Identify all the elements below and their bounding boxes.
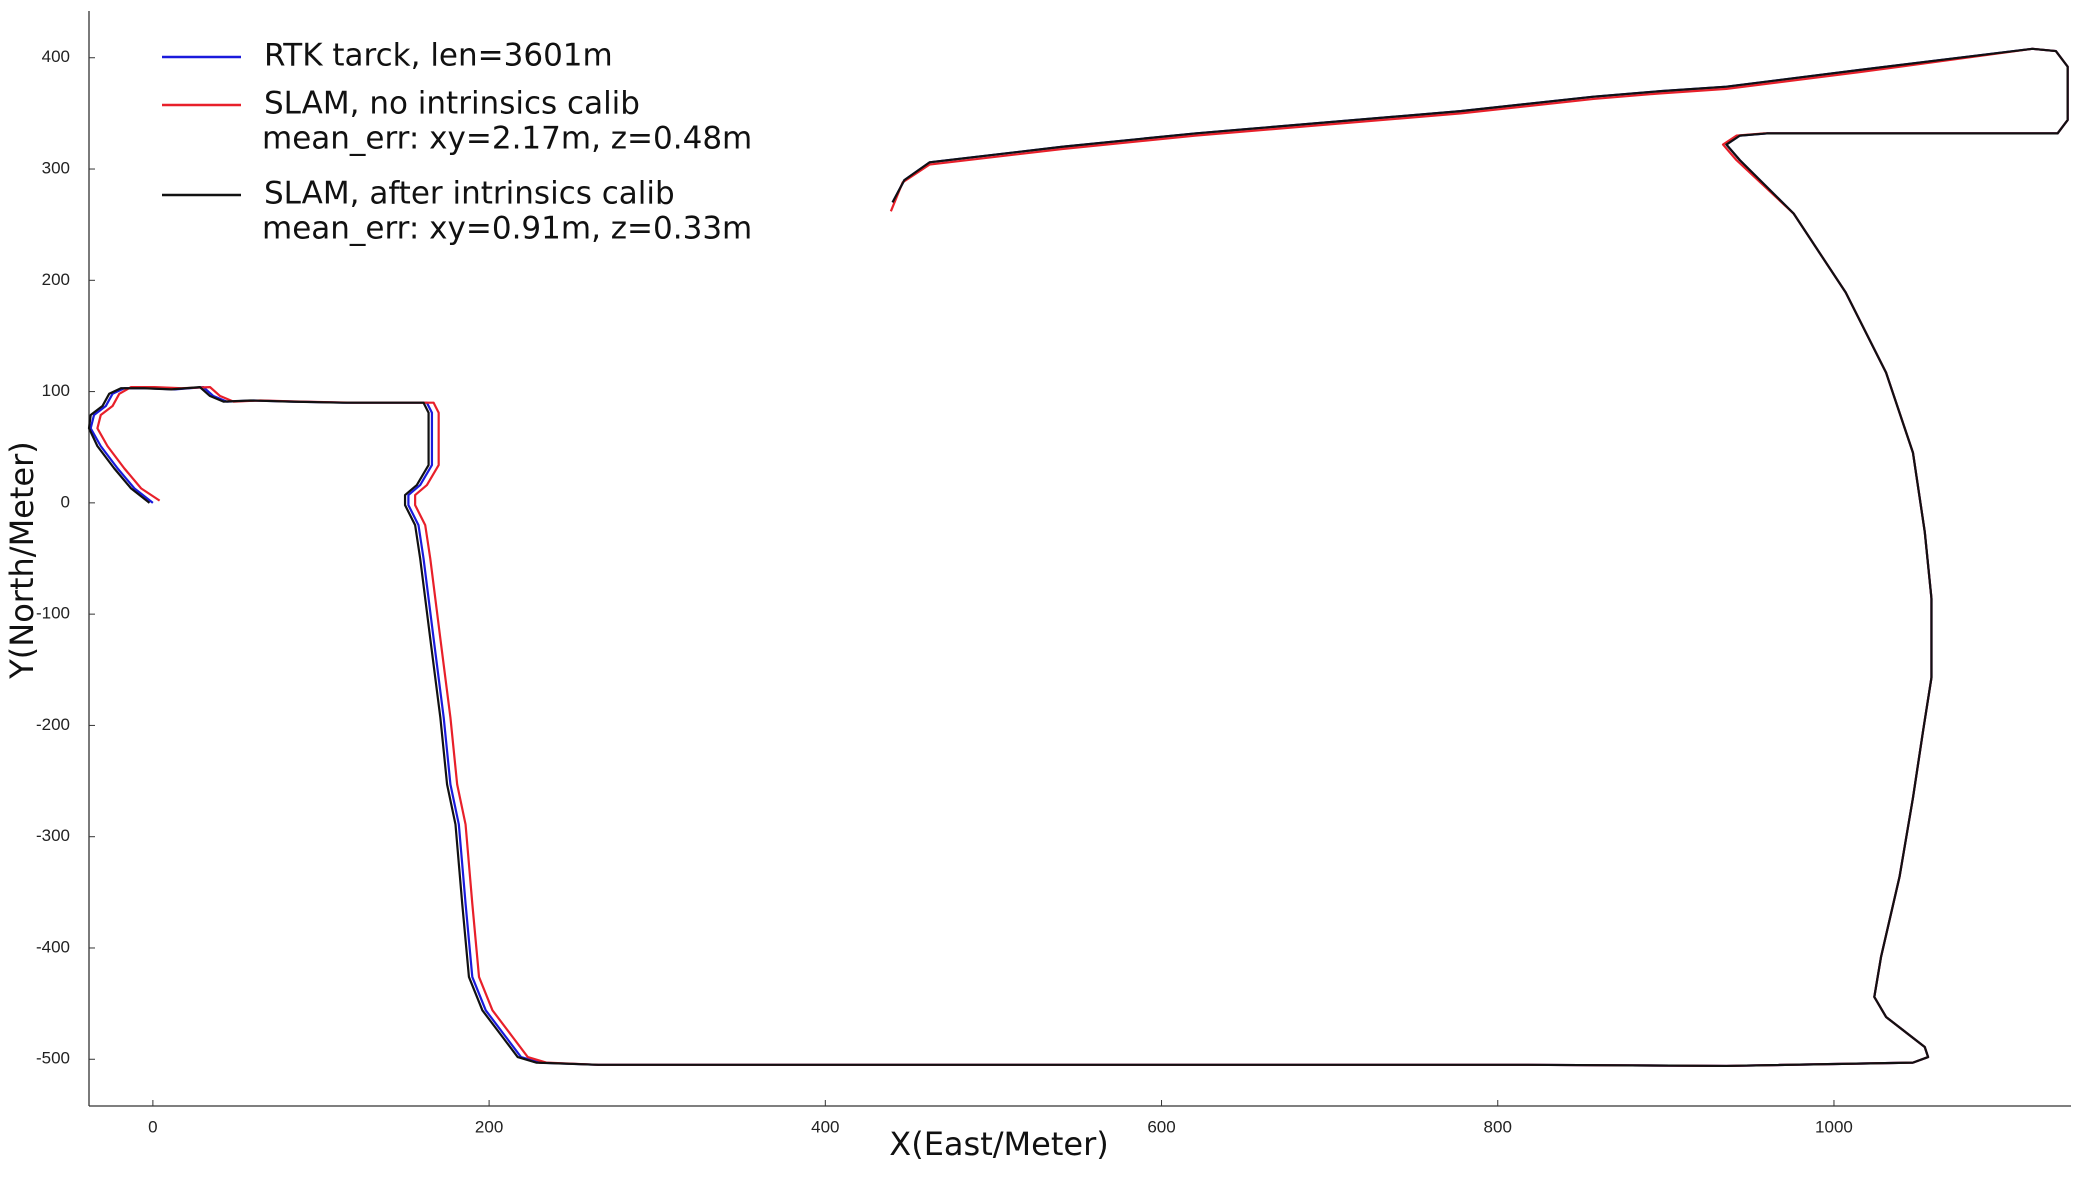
y-tick-label: 100	[42, 381, 70, 400]
y-tick-label: 300	[42, 159, 70, 178]
x-tick-label: 800	[1484, 1117, 1512, 1136]
series-line	[87, 47, 2069, 1068]
legend-note: mean_err: xy=0.91m, z=0.33m	[262, 211, 752, 247]
y-tick-label: -300	[36, 826, 70, 845]
x-tick-label: 200	[475, 1117, 503, 1136]
x-tick-label: 0	[148, 1117, 157, 1136]
y-tick-label: -400	[36, 937, 70, 956]
y-axis-title: Y(North/Meter)	[3, 441, 41, 679]
legend-note: mean_err: xy=2.17m, z=0.48m	[262, 121, 752, 157]
legend-label: SLAM, no intrinsics calib	[264, 86, 640, 122]
legend-label: SLAM, after intrinsics calib	[264, 176, 675, 212]
x-tick-label: 1000	[1815, 1117, 1853, 1136]
y-tick-label: 400	[42, 47, 70, 66]
y-tick-label: -500	[36, 1049, 70, 1068]
y-tick-label: -100	[36, 604, 70, 623]
legend-label: RTK tarck, len=3601m	[264, 38, 613, 74]
x-tick-label: 400	[811, 1117, 839, 1136]
x-tick-label: 600	[1147, 1117, 1175, 1136]
x-axis-title: X(East/Meter)	[889, 1125, 1108, 1163]
y-tick-label: 0	[61, 492, 70, 511]
y-tick-label: -200	[36, 715, 70, 734]
y-tick-label: 200	[42, 270, 70, 289]
